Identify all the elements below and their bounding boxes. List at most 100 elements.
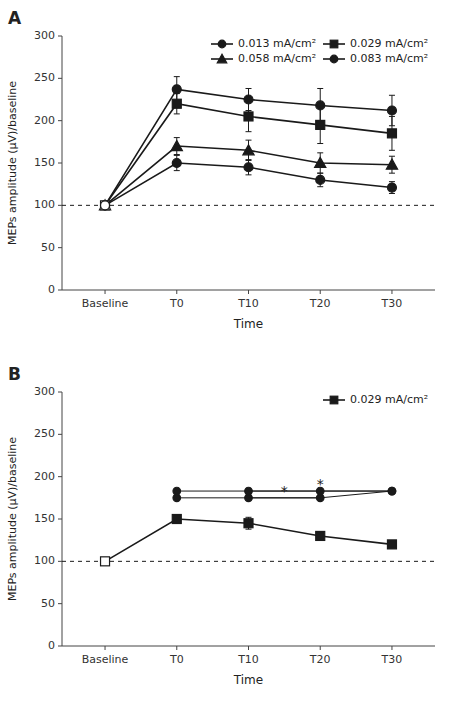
y-tick-label: 50 xyxy=(41,597,55,610)
x-tick-label: T30 xyxy=(381,297,403,310)
series-line xyxy=(105,104,392,206)
y-tick xyxy=(58,36,62,37)
marker xyxy=(315,157,326,167)
y-tick xyxy=(58,205,62,206)
y-tick-label: 100 xyxy=(34,198,55,211)
y-tick-label: 0 xyxy=(48,283,55,296)
x-tick xyxy=(391,646,392,650)
legend-marker xyxy=(330,55,338,63)
marker xyxy=(244,112,253,121)
x-tick xyxy=(105,290,106,294)
legend: 0.013 mA/cm² 0.029 mA/cm² 0.058 mA/cm² 0.08… xyxy=(211,37,428,65)
y-tick-label: 200 xyxy=(34,114,55,127)
marker xyxy=(243,145,254,155)
reference-line xyxy=(62,561,435,562)
y-tick-label: 100 xyxy=(34,554,55,567)
y-axis-label: MEPs amplitude (μV)/baseline xyxy=(6,81,19,245)
marker xyxy=(387,183,396,192)
y-tick xyxy=(58,120,62,121)
chart: A 0 50 100 150 200 250 300 MEPs amplitude (μV)/b… xyxy=(0,0,450,720)
legend-marker xyxy=(218,40,226,48)
legend-label: 0.029 mA/cm² xyxy=(350,37,428,50)
significance-star: * xyxy=(281,483,288,499)
y-tick xyxy=(58,519,62,520)
x-tick-label: Baseline xyxy=(82,297,129,310)
x-tick-label: T20 xyxy=(309,653,331,666)
x-tick xyxy=(320,290,321,294)
plot-area xyxy=(62,77,435,210)
marker xyxy=(171,140,182,150)
x-tick-label: T0 xyxy=(169,653,184,666)
x-tick xyxy=(391,290,392,294)
marker xyxy=(172,99,181,108)
significance-star: * xyxy=(317,476,324,492)
marker xyxy=(244,163,253,172)
marker xyxy=(316,531,325,540)
x-axis-label: Time xyxy=(233,317,263,331)
x-tick-label: T20 xyxy=(309,297,331,310)
marker xyxy=(101,201,110,210)
y-tick xyxy=(58,646,62,647)
x-tick xyxy=(320,646,321,650)
marker xyxy=(316,120,325,129)
marker xyxy=(172,515,181,524)
y-tick xyxy=(58,78,62,79)
y-tick-label: 50 xyxy=(41,241,55,254)
marker xyxy=(387,540,396,549)
y-tick xyxy=(58,392,62,393)
x-tick xyxy=(248,646,249,650)
reference-line xyxy=(62,205,435,206)
x-tick-label: T30 xyxy=(381,653,403,666)
y-tick xyxy=(58,247,62,248)
x-tick xyxy=(176,290,177,294)
series-line xyxy=(105,163,392,205)
legend: 0.029 mA/cm² xyxy=(323,393,428,406)
legend-label: 0.013 mA/cm² xyxy=(238,37,316,50)
marker xyxy=(387,129,396,138)
marker xyxy=(101,557,110,566)
y-tick-label: 200 xyxy=(34,470,55,483)
x-tick-label: T10 xyxy=(237,653,259,666)
y-tick xyxy=(58,561,62,562)
y-tick-label: 300 xyxy=(34,29,55,42)
legend-label: 0.058 mA/cm² xyxy=(238,52,316,65)
y-tick-label: 300 xyxy=(34,385,55,398)
y-tick xyxy=(58,434,62,435)
marker xyxy=(172,85,181,94)
marker xyxy=(101,201,110,210)
x-tick-label: Baseline xyxy=(82,653,129,666)
x-axis-label: Time xyxy=(233,673,263,687)
y-tick-label: 150 xyxy=(34,156,55,169)
y-tick xyxy=(58,290,62,291)
y-tick xyxy=(58,603,62,604)
panel-title: A xyxy=(8,8,22,28)
legend-label: 0.029 mA/cm² xyxy=(350,393,428,406)
marker xyxy=(172,159,181,168)
series-line xyxy=(105,89,392,205)
y-tick-label: 0 xyxy=(48,639,55,652)
series-line xyxy=(105,519,392,561)
legend-marker xyxy=(330,40,338,48)
marker xyxy=(173,487,181,495)
x-tick-label: T10 xyxy=(237,297,259,310)
x-tick xyxy=(176,646,177,650)
x-tick-label: T0 xyxy=(169,297,184,310)
legend-label: 0.083 mA/cm² xyxy=(350,52,428,65)
marker xyxy=(386,159,397,169)
marker xyxy=(101,201,110,210)
x-tick xyxy=(248,290,249,294)
y-tick xyxy=(58,476,62,477)
marker xyxy=(99,200,110,210)
x-tick xyxy=(105,646,106,650)
panel-a: A 0 50 100 150 200 250 300 MEPs amplitude (μV)/b… xyxy=(6,8,435,331)
marker xyxy=(316,175,325,184)
y-tick-label: 250 xyxy=(34,71,55,84)
y-tick-label: 150 xyxy=(34,512,55,525)
y-axis-label: MEPs amplitude (μV)/baseline xyxy=(6,437,19,601)
marker xyxy=(387,106,396,115)
legend-marker xyxy=(330,396,338,404)
y-tick xyxy=(58,163,62,164)
panel-b: B050100150200250300MEPs amplitude (μV)/b… xyxy=(6,364,435,687)
legend-marker xyxy=(217,54,227,63)
y-tick-label: 250 xyxy=(34,427,55,440)
